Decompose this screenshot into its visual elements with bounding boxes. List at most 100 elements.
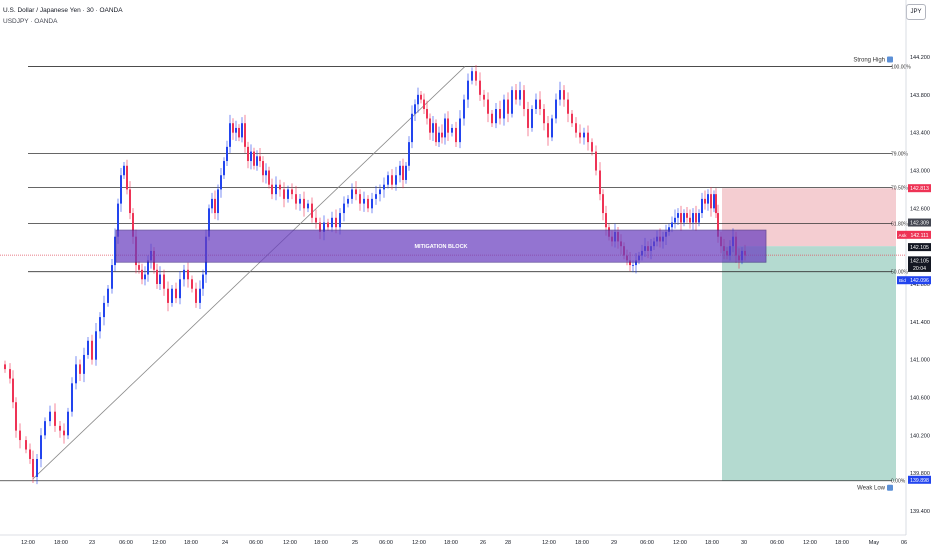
weak-low-marker[interactable] [887,484,893,491]
candle[interactable] [214,198,216,214]
candle[interactable] [343,203,345,214]
candle[interactable] [432,123,434,133]
candle[interactable] [71,383,73,412]
candle[interactable] [420,94,422,100]
candle[interactable] [539,99,541,110]
candle[interactable] [211,198,213,209]
currency-button[interactable]: JPY [906,4,926,20]
candle[interactable] [4,364,6,370]
candle[interactable] [202,274,204,289]
candle[interactable] [287,189,289,199]
candle[interactable] [467,80,469,100]
candle[interactable] [629,260,631,266]
candle[interactable] [49,411,51,422]
mitigation-block[interactable] [115,229,767,263]
candle[interactable] [483,94,485,100]
candle[interactable] [707,194,709,204]
candle[interactable] [363,198,365,204]
candle[interactable] [129,189,131,214]
candle[interactable] [710,194,712,209]
candle[interactable] [232,123,234,133]
candle[interactable] [315,217,317,223]
candle[interactable] [303,198,305,209]
candle[interactable] [99,317,101,332]
candle[interactable] [191,279,193,289]
candle[interactable] [515,90,517,100]
candle[interactable] [107,288,109,303]
candle[interactable] [543,109,545,124]
candle[interactable] [435,123,437,143]
candle[interactable] [171,288,173,303]
candle[interactable] [423,99,425,110]
candle[interactable] [563,90,565,100]
candle[interactable] [147,260,149,275]
candle[interactable] [126,165,128,190]
candle[interactable] [677,213,679,218]
candle[interactable] [117,203,119,237]
candle[interactable] [327,222,329,228]
candle[interactable] [144,274,146,280]
candle[interactable] [587,132,589,143]
candle[interactable] [275,184,277,195]
candle[interactable] [208,208,210,237]
candle[interactable] [63,430,65,436]
candle[interactable] [447,118,449,133]
candle[interactable] [25,440,27,450]
candle[interactable] [375,194,377,199]
candle[interactable] [531,109,533,128]
candle[interactable] [141,269,143,280]
candle[interactable] [408,142,410,166]
candle[interactable] [268,170,270,185]
candle[interactable] [244,123,246,147]
candle[interactable] [299,198,301,204]
candle[interactable] [402,165,404,180]
candle[interactable] [59,425,61,431]
candle[interactable] [713,194,715,209]
candle[interactable] [262,161,264,176]
candle[interactable] [692,213,694,223]
candle[interactable] [411,113,413,143]
trend-line[interactable] [32,66,466,480]
candle[interactable] [283,189,285,199]
candle[interactable] [159,274,161,284]
candle[interactable] [307,203,309,209]
candle[interactable] [217,189,219,214]
candle[interactable] [591,142,593,152]
candle[interactable] [698,213,700,223]
candle[interactable] [671,222,673,228]
candle[interactable] [602,194,604,214]
candle[interactable] [503,99,505,119]
candle[interactable] [279,184,281,190]
candle[interactable] [567,99,569,114]
candle[interactable] [40,435,42,459]
take-profit-zone[interactable] [722,246,896,481]
candle[interactable] [195,288,197,303]
candle[interactable] [95,331,97,360]
candle[interactable] [12,378,14,403]
candle[interactable] [405,165,407,180]
candle[interactable] [323,222,325,232]
candle[interactable] [156,269,158,284]
candle[interactable] [686,213,688,218]
candle[interactable] [599,170,601,195]
candle[interactable] [226,146,228,162]
candle[interactable] [455,127,457,143]
candle[interactable] [695,213,697,223]
candle[interactable] [355,189,357,195]
candle[interactable] [199,288,201,303]
candle[interactable] [595,151,597,171]
candle[interactable] [220,175,222,190]
candle[interactable] [391,175,393,185]
candle[interactable] [44,421,46,436]
candle[interactable] [635,260,637,266]
candle[interactable] [571,113,573,124]
candle[interactable] [632,265,634,266]
candle[interactable] [511,90,513,114]
candle[interactable] [132,213,134,237]
candle[interactable] [167,288,169,303]
candle[interactable] [383,184,385,190]
candle[interactable] [579,132,581,138]
candle[interactable] [32,458,34,477]
candle[interactable] [689,217,691,223]
